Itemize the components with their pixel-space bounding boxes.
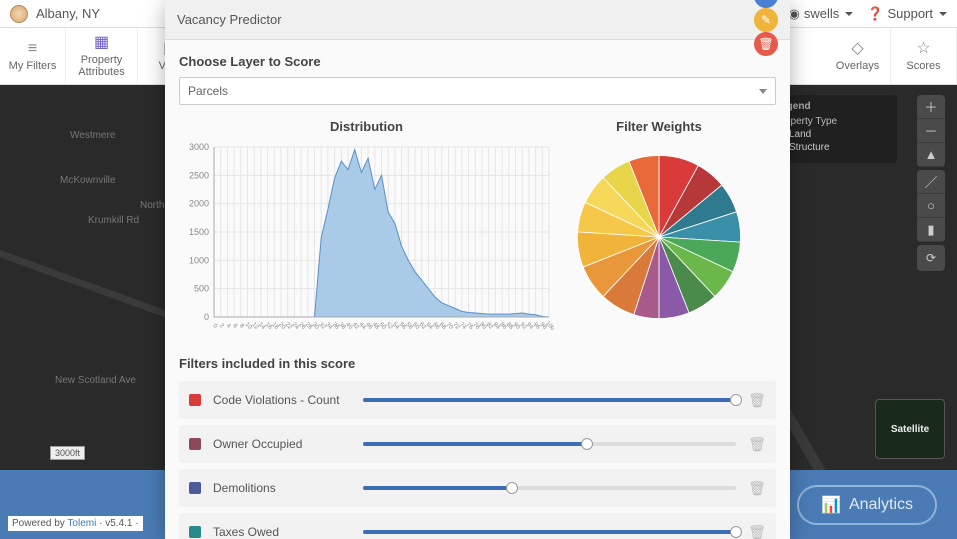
svg-text:500: 500 [194,284,209,294]
analytics-label: Analytics [849,496,913,514]
map-3d-button[interactable]: ⟳ [917,245,945,271]
toolbar-label: Property Attributes [68,54,135,78]
map-draw-controls: ／ ○ ▮ [917,170,945,242]
user-menu[interactable]: ◉ swells [789,6,854,22]
draw-line-button[interactable]: ／ [917,170,945,194]
user-icon: ◉ [789,6,800,22]
zoom-out-button[interactable]: － [917,119,945,143]
filter-label: Code Violations - Count [213,393,363,407]
satellite-label: Satellite [891,424,929,435]
app-logo [10,5,28,23]
svg-text:3000: 3000 [189,142,209,152]
pie-title: Filter Weights [574,119,744,134]
analytics-button[interactable]: 📊 Analytics [797,485,937,525]
north-button[interactable]: ▲ [917,143,945,167]
distribution-title: Distribution [179,119,554,134]
distribution-chart: Distribution 300025002000150010005000024… [179,119,554,342]
toolbar-label: Scores [906,60,940,72]
map-zoom-controls: ＋ － ▲ [917,95,945,167]
toolbar-label: My Filters [9,60,57,72]
chevron-down-icon [845,12,853,16]
filter-swatch [189,482,201,494]
tolemi-link[interactable]: Tolemi [67,518,96,529]
choose-layer-label: Choose Layer to Score [179,54,776,69]
toolbar-label: Overlays [836,60,879,72]
chevron-down-icon [759,89,767,94]
svg-text:6: 6 [232,323,239,330]
modal-action-button[interactable]: ⧉ [754,0,778,8]
help-icon: ❓ [867,6,883,22]
filter-slider[interactable] [363,398,736,402]
map-scale: 3000ft [50,446,85,460]
sliders-icon: ≡ [28,40,37,58]
pie-svg [574,152,744,322]
slider-handle[interactable] [506,482,518,494]
filter-slider[interactable] [363,442,736,446]
legend-item: Structure [775,142,889,153]
filter-label: Taxes Owed [213,525,363,539]
toolbar-property-attributes[interactable]: ▦ Property Attributes [66,28,138,84]
draw-rect-button[interactable]: ▮ [917,218,945,242]
legend-item: Land [775,129,889,140]
layer-select[interactable]: Parcels [179,77,776,105]
filter-row: Taxes Owed 🗑 [179,513,776,539]
modal-action-button[interactable]: ✎ [754,8,778,32]
toolbar-overlays[interactable]: ◇ Overlays [825,28,891,84]
map-road-label: McKownville [60,175,116,186]
svg-text:0: 0 [204,312,209,322]
filter-label: Owner Occupied [213,437,363,451]
powered-by: Powered by Tolemi · v5.4.1 · [8,516,143,531]
user-name: swells [804,6,839,21]
filter-row: Demolitions 🗑 [179,469,776,507]
map-road-label: Krumkill Rd [88,215,139,226]
overlay-icon: ◇ [851,40,863,58]
trash-icon[interactable]: 🗑 [748,392,766,409]
filters-section-title: Filters included in this score [179,356,776,371]
modal-header: Vacancy Predictor ⧉✎🗑 [165,0,790,40]
legend-title: Legend [775,101,889,112]
filter-swatch [189,394,201,406]
filter-row: Code Violations - Count 🗑 [179,381,776,419]
filter-swatch [189,526,201,538]
star-icon: ☆ [916,40,930,58]
svg-text:2500: 2500 [189,170,209,180]
svg-text:1500: 1500 [189,227,209,237]
zoom-in-button[interactable]: ＋ [917,95,945,119]
filter-label: Demolitions [213,481,363,495]
legend-subtitle: Property Type [775,116,889,127]
slider-handle[interactable] [581,438,593,450]
legend-label: Structure [789,142,830,153]
draw-circle-button[interactable]: ○ [917,194,945,218]
chart-icon: 📊 [821,495,841,515]
toolbar-my-filters[interactable]: ≡ My Filters [0,28,66,84]
modal-title: Vacancy Predictor [177,12,748,27]
svg-text:2000: 2000 [189,199,209,209]
trash-icon[interactable]: 🗑 [748,480,766,497]
vacancy-predictor-modal: Vacancy Predictor ⧉✎🗑 Choose Layer to Sc… [165,0,790,539]
slider-handle[interactable] [730,394,742,406]
map-road-label: Westmere [70,130,115,141]
pie-chart: Filter Weights [574,119,744,342]
support-label: Support [887,6,933,21]
chevron-down-icon [939,12,947,16]
filter-swatch [189,438,201,450]
support-menu[interactable]: ❓ Support [867,6,947,22]
trash-icon[interactable]: 🗑 [748,436,766,453]
grid-icon: ▦ [94,34,109,52]
filter-slider[interactable] [363,530,736,534]
map-road-label: New Scotland Ave [55,375,136,386]
trash-icon[interactable]: 🗑 [748,524,766,539]
svg-text:1000: 1000 [189,255,209,265]
select-value: Parcels [188,84,228,98]
filter-row: Owner Occupied 🗑 [179,425,776,463]
legend-label: Land [789,129,811,140]
satellite-toggle[interactable]: Satellite [875,399,945,459]
filter-slider[interactable] [363,486,736,490]
toolbar-scores[interactable]: ☆ Scores [891,28,957,84]
distribution-svg: 3000250020001500100050000246810121416182… [179,142,554,342]
slider-handle[interactable] [730,526,742,538]
